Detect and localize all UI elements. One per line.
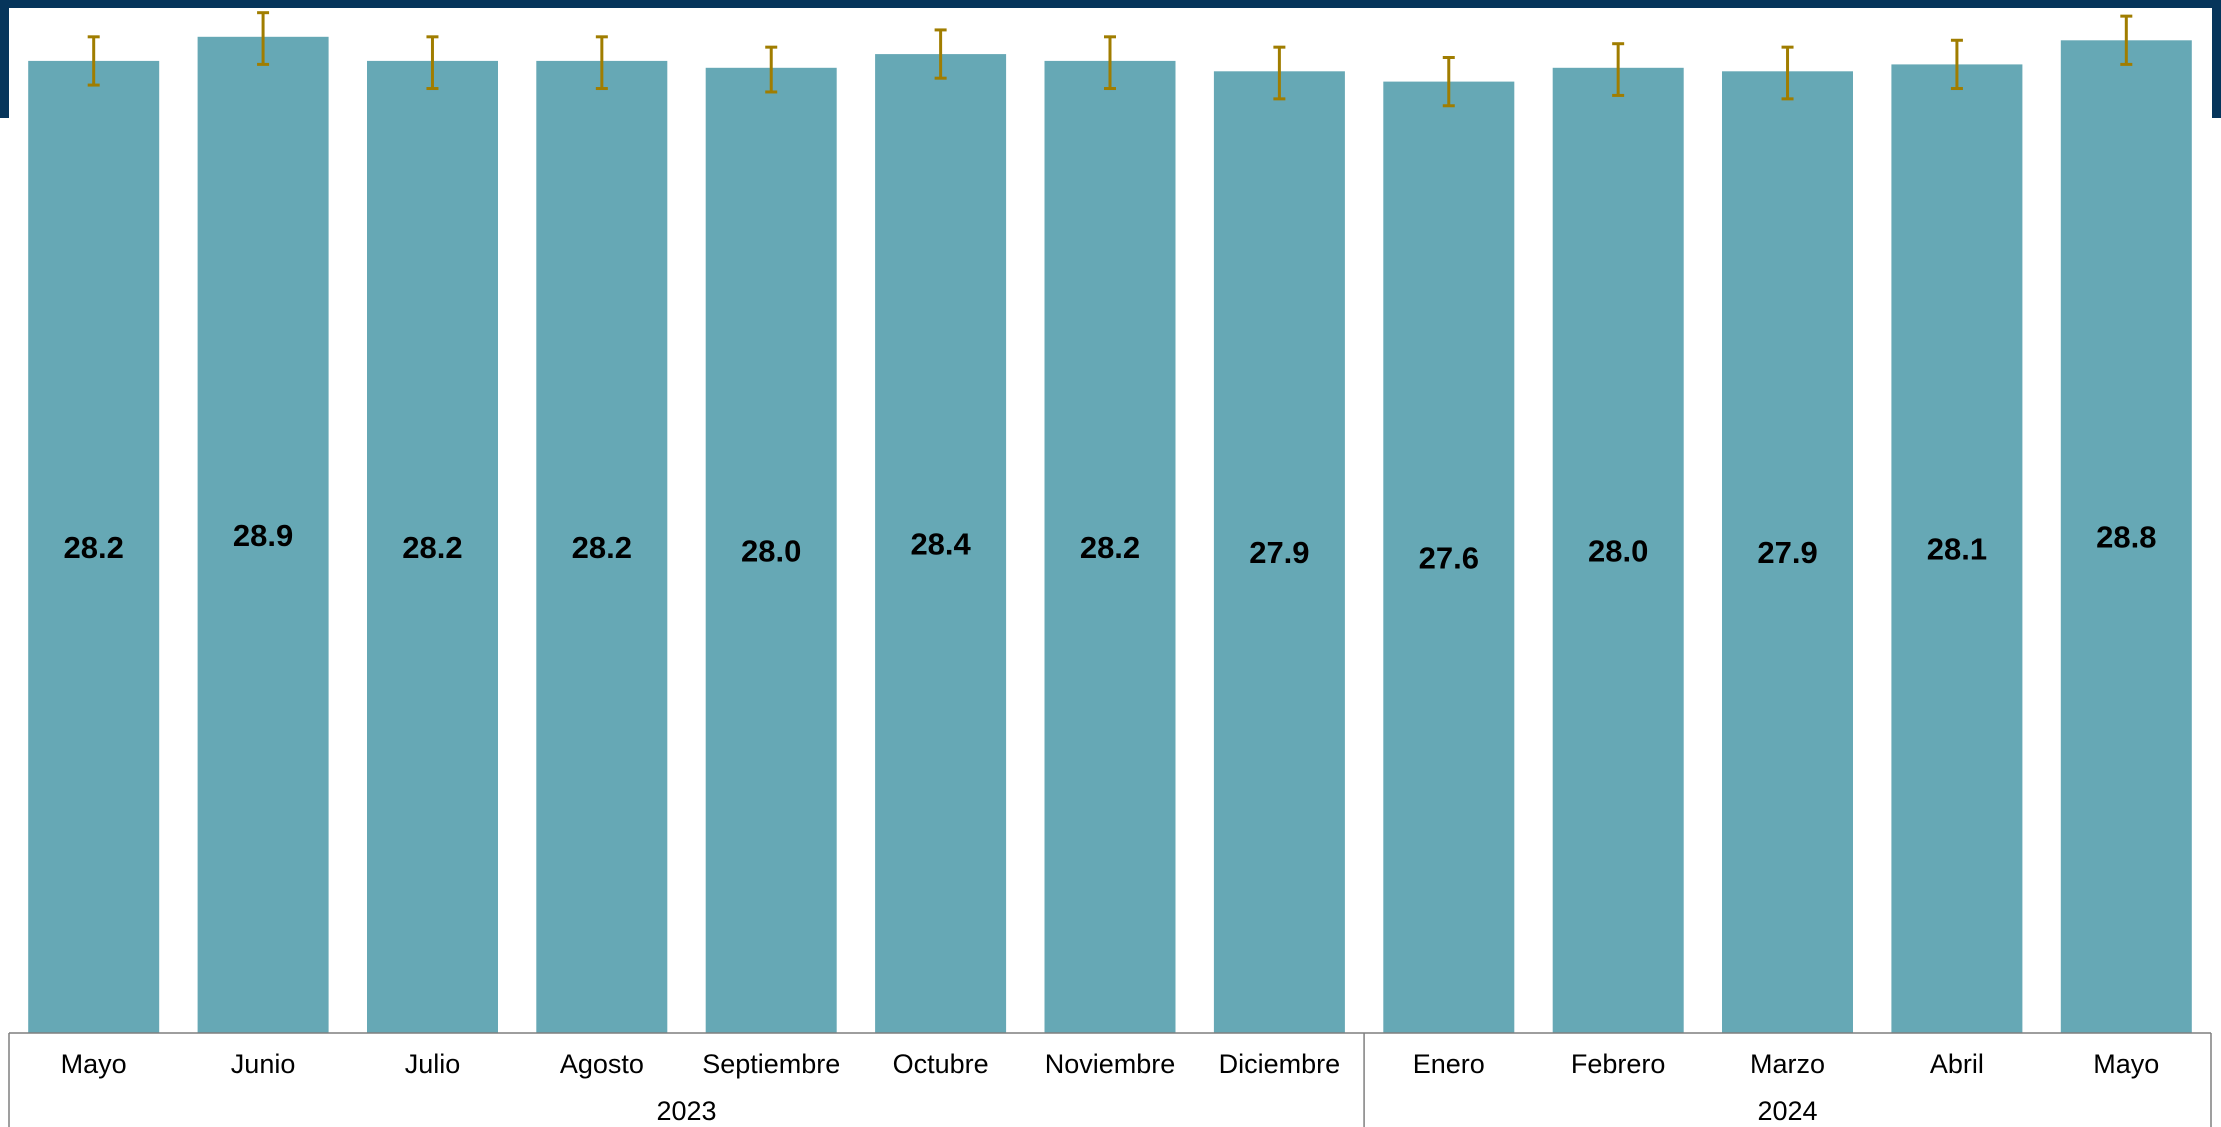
bar-10 bbox=[1722, 71, 1853, 1034]
frame-top-border bbox=[0, 0, 2221, 8]
value-label-0: 28.2 bbox=[64, 530, 124, 565]
value-labels-layer: 28.2 28.9 28.2 28.2 28.0 28.4 28.2 27.9 27.6 28.0… bbox=[64, 518, 2157, 575]
error-bar-4 bbox=[765, 45, 778, 94]
bar-3 bbox=[536, 60, 668, 1033]
category-label-11: Abril bbox=[1930, 1049, 1984, 1079]
value-label-7: 27.9 bbox=[1249, 535, 1309, 570]
bar-4 bbox=[705, 67, 837, 1034]
category-label-1: Junio bbox=[231, 1049, 296, 1079]
category-label-4: Septiembre bbox=[702, 1049, 840, 1079]
error-bar-9 bbox=[1612, 42, 1625, 97]
error-bar-2 bbox=[426, 35, 439, 91]
bar-12 bbox=[2060, 40, 2192, 1034]
frame-left-border bbox=[0, 0, 9, 118]
bar-1 bbox=[197, 36, 329, 1034]
value-label-4: 28.0 bbox=[741, 533, 801, 568]
error-bar-11 bbox=[1950, 38, 1963, 91]
error-bar-10 bbox=[1781, 45, 1794, 101]
bar-0 bbox=[28, 60, 160, 1033]
value-label-1: 28.9 bbox=[233, 518, 293, 553]
category-label-6: Noviembre bbox=[1045, 1049, 1176, 1079]
bar-8 bbox=[1383, 81, 1515, 1034]
bar-6 bbox=[1044, 60, 1176, 1033]
error-bar-12 bbox=[2120, 14, 2133, 66]
bar-11 bbox=[1891, 64, 2023, 1033]
value-label-9: 28.0 bbox=[1588, 533, 1648, 568]
category-label-7: Diciembre bbox=[1219, 1049, 1341, 1079]
value-label-10: 27.9 bbox=[1757, 535, 1817, 570]
value-label-2: 28.2 bbox=[402, 530, 462, 565]
category-label-8: Enero bbox=[1413, 1049, 1485, 1079]
error-bar-7 bbox=[1273, 45, 1286, 101]
bar-9 bbox=[1552, 67, 1684, 1034]
error-bar-6 bbox=[1104, 35, 1116, 91]
error-bar-8 bbox=[1442, 55, 1455, 108]
bar-2 bbox=[367, 60, 498, 1033]
error-bar-1 bbox=[257, 11, 270, 66]
error-bar-3 bbox=[595, 35, 608, 91]
error-bars-layer bbox=[87, 11, 2133, 108]
value-label-3: 28.2 bbox=[572, 530, 632, 565]
year-group-label-1: 2024 bbox=[1757, 1096, 1817, 1126]
category-label-2: Julio bbox=[405, 1049, 461, 1079]
error-bar-5 bbox=[934, 28, 947, 80]
error-bar-0 bbox=[87, 35, 100, 87]
category-label-9: Febrero bbox=[1571, 1049, 1666, 1079]
category-label-10: Marzo bbox=[1750, 1049, 1825, 1079]
bar-5 bbox=[875, 54, 1007, 1034]
value-label-11: 28.1 bbox=[1927, 532, 1987, 567]
category-label-0: Mayo bbox=[61, 1049, 127, 1079]
value-label-8: 27.6 bbox=[1419, 540, 1479, 575]
category-label-3: Agosto bbox=[560, 1049, 644, 1079]
bars-layer bbox=[28, 36, 2192, 1034]
value-label-5: 28.4 bbox=[910, 527, 971, 562]
value-label-6: 28.2 bbox=[1080, 530, 1140, 565]
bar-7 bbox=[1213, 71, 1345, 1034]
category-axis: Mayo Junio Julio Agosto Septiembre Octubre Nov… bbox=[8, 1032, 2212, 1127]
category-label-12: Mayo bbox=[2093, 1049, 2159, 1079]
category-label-5: Octubre bbox=[893, 1049, 989, 1079]
year-group-label-0: 2023 bbox=[656, 1096, 716, 1126]
frame-right-border bbox=[2212, 0, 2221, 118]
value-label-12: 28.8 bbox=[2096, 520, 2156, 555]
